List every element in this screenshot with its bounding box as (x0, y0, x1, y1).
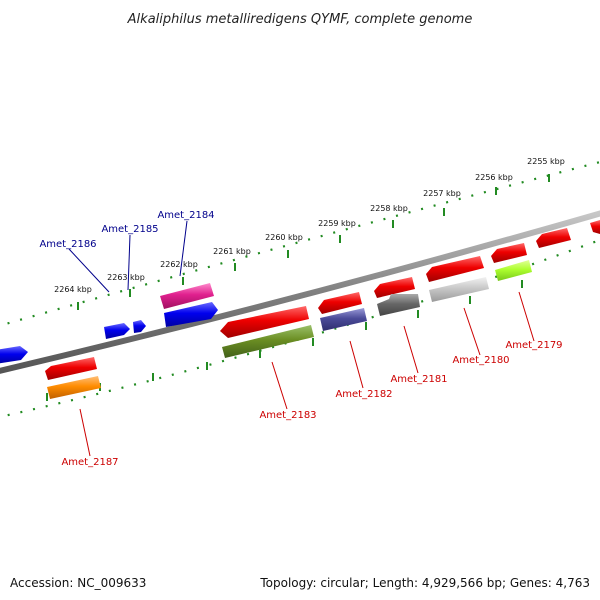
gene-arrow[interactable] (222, 325, 314, 358)
gene-label[interactable]: Amet_2184 (157, 210, 214, 221)
gene-arrow[interactable] (47, 376, 101, 399)
gene-label[interactable]: Amet_2185 (101, 224, 158, 235)
gene-arrow[interactable] (45, 357, 97, 380)
gene-arrow[interactable] (220, 306, 309, 338)
gene-label[interactable]: Amet_2181 (390, 374, 447, 385)
gene-arrow[interactable] (320, 308, 367, 331)
gene-label[interactable]: Amet_2186 (39, 239, 96, 250)
tick-label: 2257 kbp (423, 189, 461, 198)
gene-arrow[interactable] (164, 302, 218, 327)
tick-label: 2258 kbp (370, 204, 408, 213)
forward-genes (0, 220, 600, 364)
tick-label: 2259 kbp (318, 219, 356, 228)
gene-label[interactable]: Amet_2183 (259, 410, 316, 421)
gene-label[interactable]: Amet_2187 (61, 457, 118, 468)
gene-label[interactable]: Amet_2182 (335, 389, 392, 400)
tick-label: 2260 kbp (265, 233, 303, 242)
gene-arrow[interactable] (374, 277, 415, 298)
reverse-genes (45, 228, 571, 399)
gene-arrow[interactable] (160, 283, 214, 309)
gene-arrow[interactable] (491, 243, 527, 263)
tick-label: 2264 kbp (54, 285, 92, 294)
gene-arrow[interactable] (133, 320, 146, 333)
genome-backbone (0, 210, 600, 374)
tick-label: 2262 kbp (160, 260, 198, 269)
tick-label: 2261 kbp (213, 247, 251, 256)
gene-arrow[interactable] (495, 260, 532, 281)
tick-label: 2263 kbp (107, 273, 145, 282)
accession-text: Accession: NC_009633 (10, 576, 147, 590)
gene-arrow[interactable] (426, 256, 484, 282)
ruler-major-ticks (77, 174, 550, 310)
genome-summary-text: Topology: circular; Length: 4,929,566 bp… (260, 576, 590, 590)
gene-label[interactable]: Amet_2179 (505, 340, 562, 351)
gene-arrow[interactable] (429, 277, 489, 302)
gene-arrow[interactable] (377, 294, 420, 316)
gene-arrow[interactable] (318, 292, 362, 314)
gene-label[interactable]: Amet_2180 (452, 355, 509, 366)
inner-ruler-major-ticks (46, 280, 523, 401)
gene-arrow[interactable] (590, 220, 600, 234)
gene-arrow[interactable] (104, 323, 130, 339)
gene-arrow[interactable] (536, 228, 571, 248)
tick-label: 2255 kbp (527, 157, 565, 166)
tick-label: 2256 kbp (475, 173, 513, 182)
gene-leader-lines (68, 220, 535, 457)
map-title: Alkaliphilus metalliredigens QYMF, compl… (127, 12, 473, 27)
gene-arrow[interactable] (0, 346, 28, 364)
